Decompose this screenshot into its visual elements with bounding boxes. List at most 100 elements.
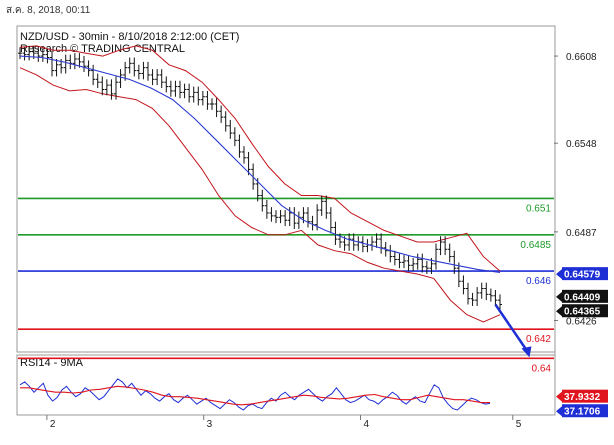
rsi-label: RSI14 - 9MA <box>20 357 84 369</box>
price-badge-text: 0.64409 <box>564 292 601 303</box>
price-bar <box>228 119 233 139</box>
price-bar <box>182 83 187 99</box>
price-badge-pointer <box>556 291 562 302</box>
price-bar <box>242 146 246 164</box>
price-bar <box>45 48 50 64</box>
price-bar <box>136 64 141 80</box>
bollinger-upper <box>19 45 501 272</box>
price-badge-text: 0.64579 <box>564 270 601 281</box>
price-badge-bg <box>562 304 608 318</box>
level-label-1: 0.6485 <box>520 240 551 251</box>
rsi-badge-text: 37.9332 <box>564 392 601 403</box>
price-bar <box>22 47 27 61</box>
price-bar <box>342 236 347 251</box>
rsi-badge-bg <box>562 404 608 418</box>
price-bar <box>260 189 265 212</box>
price-bar <box>95 73 100 89</box>
price-bar <box>191 86 196 103</box>
forecast-arrow-head <box>521 346 532 358</box>
price-badge-pointer <box>556 269 562 280</box>
price-bar <box>283 210 288 227</box>
price-bar <box>219 105 224 123</box>
price-bar <box>159 69 164 89</box>
price-bar <box>274 210 278 224</box>
chart-subtitle: Research © TRADING CENTRAL <box>20 43 185 55</box>
price-bar <box>196 86 201 106</box>
rsi-badge-pointer <box>556 391 562 402</box>
price-bar <box>269 207 274 222</box>
price-bar <box>328 207 333 234</box>
price-bar <box>246 151 251 176</box>
x-tick-label: 3 <box>207 419 213 430</box>
price-bar <box>173 80 178 97</box>
bollinger-lower <box>19 67 501 323</box>
price-bar <box>360 236 365 253</box>
price-bar <box>118 69 123 89</box>
price-bar <box>200 90 205 106</box>
price-bar <box>109 79 114 100</box>
price-bar <box>54 58 59 77</box>
price-bar <box>420 253 425 273</box>
price-bar <box>178 80 182 99</box>
price-bar <box>319 195 324 216</box>
price-badge-text: 0.64365 <box>564 307 601 318</box>
price-bar <box>406 255 411 272</box>
x-tick-label: 5 <box>516 419 522 430</box>
price-bar <box>333 221 338 245</box>
price-badge-bg <box>562 289 608 303</box>
price-bar <box>232 127 237 147</box>
price-bar <box>447 243 452 263</box>
price-bar <box>132 57 137 77</box>
price-bar <box>141 61 146 80</box>
price-bar <box>27 45 32 61</box>
moving-average-line <box>19 55 501 274</box>
price-bar <box>424 260 429 274</box>
price-bar <box>434 243 438 270</box>
price-bar <box>146 61 150 81</box>
y-tick-label: 0.6548 <box>566 139 597 150</box>
price-bar <box>306 207 310 228</box>
price-bar <box>91 64 96 86</box>
level-label-0: 0.651 <box>526 203 551 214</box>
forecast-arrow-shaft <box>494 303 529 353</box>
price-bar <box>479 282 484 299</box>
price-bar <box>210 98 214 110</box>
rsi-badge-text: 37.1706 <box>564 407 601 418</box>
date-header: ส.ค. 8, 2018, 00:11 <box>6 5 91 16</box>
price-bar <box>466 282 470 305</box>
price-bar <box>278 210 283 224</box>
price-bar <box>100 76 105 96</box>
price-bar <box>223 111 228 132</box>
rsi-panel <box>16 354 556 416</box>
price-bar <box>456 262 461 288</box>
price-bar <box>72 53 77 70</box>
price-bar <box>443 236 448 256</box>
price-bar <box>63 54 68 74</box>
rsi-series-1 <box>20 385 490 406</box>
price-bar <box>187 83 192 103</box>
rsi-badge-pointer <box>556 406 562 417</box>
price-bar <box>392 250 397 266</box>
price-bar <box>397 253 402 269</box>
price-bar <box>205 90 210 110</box>
price-bar <box>114 76 118 100</box>
y-tick-label: 0.6487 <box>566 228 597 239</box>
level-label-2: 0.646 <box>526 276 551 287</box>
price-bar <box>475 287 480 306</box>
price-bar <box>18 47 22 59</box>
level-label-3: 0.642 <box>526 334 551 345</box>
price-bar <box>82 56 86 73</box>
y-tick-label: 0.6608 <box>566 52 597 63</box>
price-bar <box>264 199 269 219</box>
price-bar <box>498 294 502 311</box>
price-badge-bg <box>562 267 608 281</box>
price-bar <box>127 57 132 74</box>
price-bar <box>374 233 379 248</box>
price-bar <box>164 76 169 93</box>
price-bar <box>452 250 457 274</box>
price-bar <box>123 61 128 81</box>
rsi-badge-bg <box>562 389 608 403</box>
price-bar <box>104 79 109 96</box>
chart-title: NZD/USD - 30min - 8/10/2018 2:12:00 (CET… <box>20 31 239 43</box>
